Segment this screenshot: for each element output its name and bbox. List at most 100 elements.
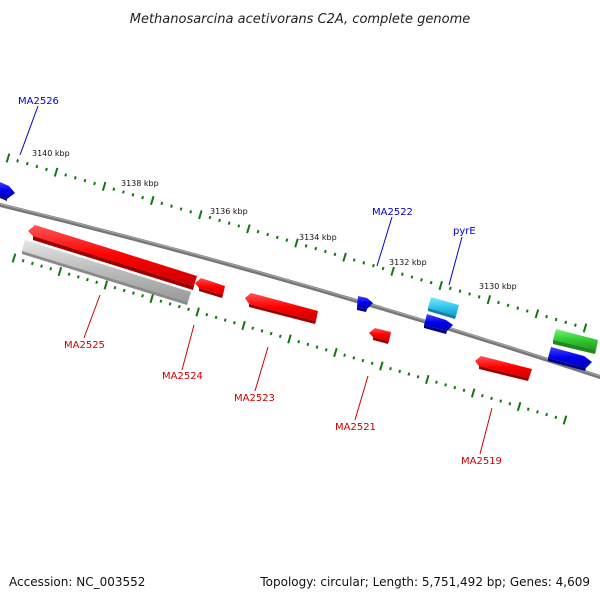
ruler-minor-tick [93,181,96,186]
leader-MA2525 [83,294,101,339]
reverse-track-minor-tick [205,312,209,317]
ruler-label-3134: 3134 kbp [299,233,337,242]
reverse-track-minor-tick [260,329,264,333]
ruler-minor-tick [73,176,77,180]
ruler-major-tick [486,295,492,305]
reverse-track-minor-tick [95,280,99,285]
ruler-ticks-forward [5,153,588,333]
reverse-track-minor-tick [389,367,392,371]
ruler-major-tick [53,167,59,177]
gene-MA2525-feature[interactable] [28,225,197,290]
gene-label-MA2524[interactable]: MA2524 [162,371,203,382]
reverse-track-minor-tick [122,288,126,293]
ruler-minor-tick [227,221,231,225]
gene-label-pyrE[interactable]: pyrE [453,226,476,237]
gene-MA2522-feature[interactable] [357,296,373,312]
ruler-minor-tick [83,178,87,183]
reverse-track-minor-tick [499,399,503,403]
gene-label-MA2526[interactable]: MA2526 [18,96,59,107]
reverse-track-major-tick [287,334,292,344]
gene-MA2521-feature[interactable] [369,328,391,344]
gene-right-forward-other-feature[interactable] [553,329,598,354]
ruler-minor-tick [189,210,193,214]
ruler-minor-tick [448,286,452,291]
ruler-minor-tick [237,224,241,228]
reverse-track-minor-tick [132,291,135,295]
gene-MA2519-feature[interactable] [475,356,532,381]
ruler-minor-tick [304,244,308,248]
reverse-track-major-tick [11,253,17,263]
ruler-minor-tick [574,323,577,327]
reverse-track-major-tick [195,307,200,317]
reverse-track-minor-tick [177,304,181,309]
leader-MA2524 [181,324,195,371]
ruler-label-3132: 3132 kbp [389,258,427,267]
gene-label-MA2525[interactable]: MA2525 [64,340,105,351]
leader-MA2526 [19,105,39,156]
reverse-track-minor-tick [113,286,117,290]
ruler-minor-tick [256,229,260,234]
gene-right-forward-cds-feature[interactable] [548,347,592,371]
ruler-minor-tick [266,232,270,237]
reverse-track-minor-tick [324,348,328,352]
ruler-major-tick [342,252,347,262]
reverse-track-minor-tick [223,318,227,322]
ruler-minor-tick [381,266,385,271]
gene-label-MA2522[interactable]: MA2522 [372,207,413,218]
reverse-track-minor-tick [168,302,172,306]
ruler-ticks-reverse [11,253,568,425]
reverse-track-minor-tick [278,334,282,338]
reverse-track-minor-tick [141,294,144,298]
gene-MA2524-feature[interactable] [195,278,225,298]
ruler-minor-tick [131,193,135,197]
reverse-track-minor-tick [343,353,346,357]
ruler-minor-tick [410,275,414,279]
gene-pyrE-feature[interactable] [424,314,453,334]
reverse-track-minor-tick [297,340,301,344]
ruler-minor-tick [218,218,221,223]
reverse-track-minor-tick [233,321,236,325]
ruler-minor-tick [458,289,462,293]
ruler-major-tick [534,309,540,319]
gene-label-MA2519[interactable]: MA2519 [461,456,502,467]
reverse-track-minor-tick [490,396,493,401]
gene-MA2525-pseudo-feature[interactable] [22,240,191,305]
reverse-track-minor-tick [545,412,549,417]
reverse-track-minor-tick [306,342,310,347]
reverse-track-minor-tick [536,410,539,414]
reverse-track-major-tick [103,280,109,290]
ruler-minor-tick [554,317,558,322]
reverse-track-major-tick [149,293,154,304]
leader-MA2523 [254,346,269,392]
reverse-track-minor-tick [435,380,438,384]
ruler-minor-tick [208,215,212,220]
reverse-track-minor-tick [370,361,374,366]
ruler-minor-tick [122,190,125,194]
reverse-track-major-tick [57,266,63,277]
reverse-track-minor-tick [269,331,273,336]
gene-pyrE-rna-feature[interactable] [428,297,459,319]
ruler-minor-tick [179,207,183,211]
ruler-major-tick [246,224,251,234]
ruler-minor-tick [285,238,289,242]
accession-text: Accession: NC_003552 [9,575,145,589]
gene-label-MA2521[interactable]: MA2521 [335,422,376,433]
ruler-major-tick [150,195,155,206]
gene-MA2523-feature[interactable] [245,293,318,324]
gene-MA2526-feature[interactable] [0,182,15,201]
reverse-track-major-tick [425,374,430,385]
ruler-label-3130: 3130 kbp [479,282,517,291]
reverse-track-minor-tick [49,267,53,271]
ruler-minor-tick [64,173,68,177]
ruler-minor-tick [516,306,520,310]
ruler-minor-tick [477,295,481,299]
reverse-track-minor-tick [67,272,71,276]
ruler-minor-tick [35,164,39,169]
gene-label-MA2523[interactable]: MA2523 [234,393,275,404]
ruler-minor-tick [372,263,375,268]
reverse-track-minor-tick [398,369,402,374]
reverse-track-minor-tick [251,326,255,330]
reverse-track-minor-tick [554,415,558,419]
reverse-track-minor-tick [526,407,530,411]
